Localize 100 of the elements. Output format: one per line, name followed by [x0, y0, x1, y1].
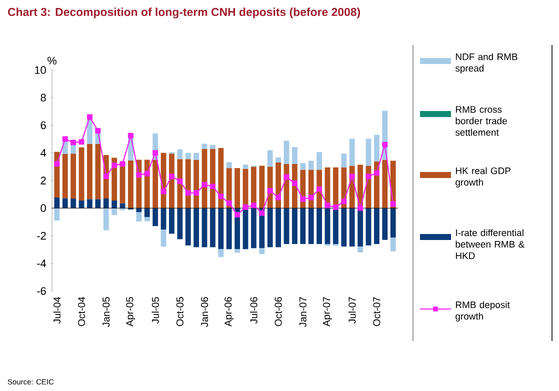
bar	[194, 152, 200, 160]
x-tick-label: Jul-07	[348, 297, 356, 324]
bar	[349, 138, 355, 166]
point	[324, 202, 330, 208]
bar	[332, 208, 338, 244]
bar	[267, 208, 273, 248]
point	[168, 174, 174, 180]
point	[382, 142, 388, 148]
legend-label: RMB deposit growth	[456, 301, 510, 322]
point	[218, 194, 224, 200]
x-tick-label: Oct-06	[274, 297, 282, 326]
bar	[70, 154, 76, 198]
bar	[349, 208, 355, 247]
point	[78, 139, 84, 145]
point	[194, 190, 200, 196]
bar	[366, 138, 372, 166]
point	[284, 174, 290, 180]
bar	[366, 208, 372, 246]
point	[374, 170, 380, 176]
y-tick-label: 6	[40, 121, 46, 130]
bar	[390, 238, 396, 252]
bar	[276, 208, 282, 248]
x-tick-label: Jul-05	[152, 297, 159, 324]
legend-label: I-rate differential between RMB & HKD	[456, 229, 524, 259]
bar	[152, 208, 158, 226]
point	[316, 186, 322, 192]
bar	[324, 208, 330, 244]
bar	[128, 160, 134, 208]
bar	[87, 144, 92, 200]
bar	[136, 212, 142, 222]
point	[136, 172, 142, 178]
x-tick-label: Oct-05	[176, 297, 184, 326]
bar	[112, 208, 118, 216]
bar	[152, 160, 158, 208]
bar	[103, 198, 109, 208]
bar	[292, 147, 298, 164]
chart-title: Chart 3: Decomposition of long-term CNH deposits (before 2008)	[8, 8, 360, 18]
x-tick-label: Oct-04	[78, 296, 86, 326]
point	[226, 200, 232, 206]
bar	[95, 199, 101, 208]
bar	[226, 208, 232, 250]
y-tick-label: 2	[40, 176, 46, 184]
bar	[202, 208, 208, 248]
bar	[136, 208, 142, 212]
point	[86, 114, 92, 120]
x-tick-label: Jan-07	[299, 297, 306, 327]
point	[103, 174, 109, 180]
bar	[160, 208, 166, 230]
bar	[390, 208, 396, 238]
point	[160, 188, 166, 194]
y-axis-title: %	[48, 56, 56, 64]
point	[152, 150, 158, 156]
bar	[185, 152, 191, 160]
y-tick-label: -6	[37, 287, 46, 295]
x-tick-label: Apr-07	[322, 297, 332, 327]
x-tick-label: Apr-05	[126, 297, 136, 327]
bar	[267, 150, 273, 167]
point	[54, 161, 60, 167]
bar	[169, 208, 174, 234]
bar	[284, 140, 290, 164]
bar	[87, 199, 92, 208]
bar	[112, 200, 118, 208]
point	[62, 136, 68, 142]
bar	[242, 164, 248, 169]
point	[332, 204, 338, 210]
x-tick-label: Jan-06	[200, 297, 208, 327]
point	[341, 198, 347, 204]
bar	[103, 208, 109, 230]
point	[349, 174, 355, 180]
bar	[374, 134, 380, 162]
point	[144, 170, 150, 176]
y-tick-label: 10	[35, 66, 46, 74]
x-tick-label: Apr-06	[224, 297, 234, 327]
bar	[234, 249, 240, 253]
bar	[341, 208, 347, 247]
x-tick-label: Oct-07	[373, 297, 380, 326]
bar	[210, 144, 216, 150]
bar	[382, 160, 388, 208]
bar	[358, 208, 363, 247]
bar	[78, 147, 84, 201]
point	[202, 182, 208, 188]
bar	[300, 163, 306, 170]
bar	[78, 200, 84, 208]
point	[390, 201, 396, 207]
bar	[308, 160, 314, 170]
bar	[259, 166, 265, 208]
bar	[54, 197, 60, 208]
bar	[144, 217, 150, 222]
point	[177, 178, 183, 184]
bar	[218, 208, 224, 250]
bar	[276, 157, 282, 163]
x-tick-label: Jul-04	[53, 296, 61, 324]
bar	[251, 208, 256, 248]
bar	[234, 168, 240, 208]
point	[300, 196, 306, 202]
point	[308, 194, 314, 200]
bar	[316, 208, 322, 244]
bar	[62, 198, 68, 208]
point	[259, 210, 265, 216]
bar	[284, 208, 290, 244]
